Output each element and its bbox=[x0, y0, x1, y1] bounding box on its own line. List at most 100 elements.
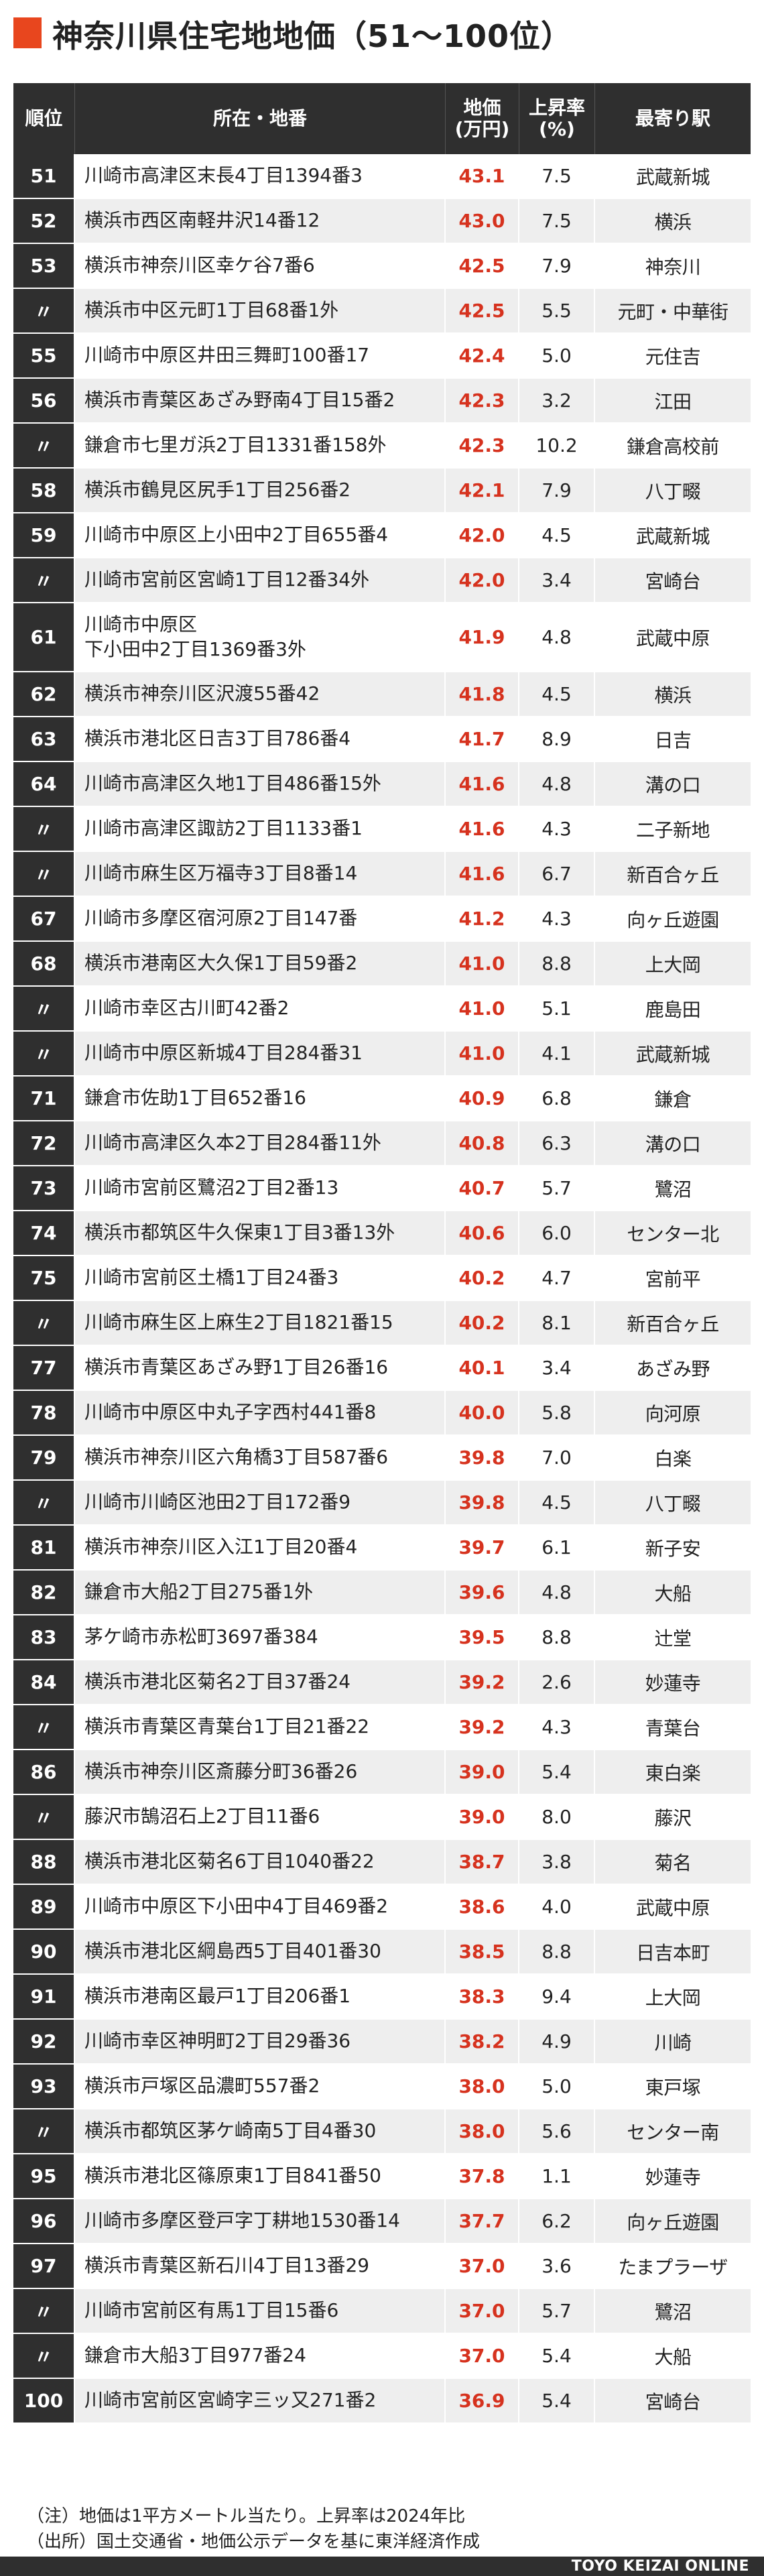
rank-cell: 55 bbox=[13, 334, 75, 377]
station-cell: 上大岡 bbox=[595, 942, 751, 985]
table-row: 58 横浜市鶴見区尻手1丁目256番2 42.1 7.9 八丁畷 bbox=[13, 469, 751, 513]
rank-cell: 74 bbox=[13, 1211, 75, 1255]
price-cell: 40.1 bbox=[446, 1346, 519, 1390]
price-cell: 42.5 bbox=[446, 289, 519, 332]
station-cell: たまプラーザ bbox=[595, 2244, 751, 2288]
rate-cell: 4.3 bbox=[519, 1705, 595, 1749]
table-row: 〃川崎市幸区古川町42番2 41.0 5.1 鹿島田 bbox=[13, 987, 751, 1032]
address-cell: 横浜市都筑区牛久保東1丁目3番13外 bbox=[75, 1211, 446, 1255]
table-body: 51 川崎市高津区末長4丁目1394番3 43.1 7.5 武蔵新城 52 横浜市西区南軽井… bbox=[13, 154, 751, 2424]
price-cell: 42.0 bbox=[446, 513, 519, 557]
note-unit: （注）地価は1平方メートル当たり。上昇率は2024年比 bbox=[27, 2506, 466, 2526]
address-cell: 川崎市川崎区池田2丁目172番9 bbox=[75, 1481, 446, 1524]
price-cell: 41.6 bbox=[446, 852, 519, 896]
rank-cell: 58 bbox=[13, 469, 75, 512]
rate-cell: 3.6 bbox=[519, 2244, 595, 2288]
address-cell: 鎌倉市七里ガ浜2丁目1331番158外 bbox=[75, 424, 446, 467]
table-row: 91 横浜市港南区最戸1丁目206番1 38.3 9.4 上大岡 bbox=[13, 1975, 751, 2020]
table-row: 92 川崎市幸区神明町2丁目29番36 38.2 4.9 川崎 bbox=[13, 2020, 751, 2065]
rate-cell: 6.1 bbox=[519, 1526, 595, 1569]
rank-cell: 81 bbox=[13, 1526, 75, 1569]
rank-cell: 84 bbox=[13, 1660, 75, 1704]
price-cell: 42.3 bbox=[446, 424, 519, 467]
rate-cell: 6.8 bbox=[519, 1077, 595, 1120]
address-cell: 川崎市麻生区万福寺3丁目8番14 bbox=[75, 852, 446, 896]
rate-cell: 2.6 bbox=[519, 1660, 595, 1704]
table-row: 64 川崎市高津区久地1丁目486番15外 41.6 4.8 溝の口 bbox=[13, 762, 751, 807]
rank-cell: 96 bbox=[13, 2199, 75, 2243]
rank-cell: 64 bbox=[13, 762, 75, 806]
address-cell: 横浜市青葉区あざみ野南4丁目15番2 bbox=[75, 379, 446, 422]
price-cell: 39.2 bbox=[446, 1705, 519, 1749]
table-row: 67 川崎市多摩区宿河原2丁目147番 41.2 4.3 向ヶ丘遊園 bbox=[13, 897, 751, 942]
rate-cell: 7.9 bbox=[519, 469, 595, 512]
rank-cell: 53 bbox=[13, 244, 75, 288]
station-cell: 鷺沼 bbox=[595, 1166, 751, 1210]
rate-cell: 4.8 bbox=[519, 1571, 595, 1614]
price-cell: 41.0 bbox=[446, 942, 519, 985]
price-cell: 40.7 bbox=[446, 1166, 519, 1210]
price-cell: 40.0 bbox=[446, 1391, 519, 1434]
rank-cell: 〃 bbox=[13, 1705, 75, 1749]
table-row: 93 横浜市戸塚区品濃町557番2 38.0 5.0 東戸塚 bbox=[13, 2065, 751, 2109]
address-cell: 横浜市港北区菊名6丁目1040番22 bbox=[75, 1840, 446, 1884]
price-cell: 40.2 bbox=[446, 1301, 519, 1345]
table-row: 75 川崎市宮前区土橋1丁目24番3 40.2 4.7 宮前平 bbox=[13, 1256, 751, 1301]
price-cell: 39.8 bbox=[446, 1436, 519, 1479]
rank-cell: 〃 bbox=[13, 1481, 75, 1524]
rank-cell: 82 bbox=[13, 1571, 75, 1614]
address-cell: 横浜市神奈川区入江1丁目20番4 bbox=[75, 1526, 446, 1569]
rank-cell: 52 bbox=[13, 199, 75, 243]
table-row: 〃藤沢市鵠沼石上2丁目11番6 39.0 8.0 藤沢 bbox=[13, 1795, 751, 1840]
table-row: 82 鎌倉市大船2丁目275番1外 39.6 4.8 大船 bbox=[13, 1571, 751, 1615]
station-cell: 横浜 bbox=[595, 672, 751, 716]
price-cell: 37.7 bbox=[446, 2199, 519, 2243]
station-cell: 武蔵新城 bbox=[595, 154, 751, 198]
station-cell: 八丁畷 bbox=[595, 1481, 751, 1524]
rank-cell: 〃 bbox=[13, 2334, 75, 2378]
address-cell: 横浜市港南区大久保1丁目59番2 bbox=[75, 942, 446, 985]
address-cell: 川崎市宮前区有馬1丁目15番6 bbox=[75, 2289, 446, 2333]
rank-cell: 89 bbox=[13, 1885, 75, 1928]
rank-cell: 95 bbox=[13, 2154, 75, 2198]
table-row: 〃川崎市川崎区池田2丁目172番9 39.8 4.5 八丁畷 bbox=[13, 1481, 751, 1526]
station-cell: 宮前平 bbox=[595, 1256, 751, 1300]
table-row: 〃横浜市青葉区青葉台1丁目21番22 39.2 4.3 青葉台 bbox=[13, 1705, 751, 1750]
header-address: 所在・地番 bbox=[75, 83, 446, 154]
address-cell: 川崎市高津区久本2丁目284番11外 bbox=[75, 1121, 446, 1165]
station-cell: 二子新地 bbox=[595, 807, 751, 851]
table-row: 〃横浜市中区元町1丁目68番1外 42.5 5.5 元町・中華街 bbox=[13, 289, 751, 334]
address-cell: 藤沢市鵠沼石上2丁目11番6 bbox=[75, 1795, 446, 1839]
title-bar: 神奈川県住宅地地価（51〜100位） bbox=[0, 0, 764, 74]
rate-cell: 5.7 bbox=[519, 1166, 595, 1210]
rank-cell: 92 bbox=[13, 2020, 75, 2063]
price-cell: 38.7 bbox=[446, 1840, 519, 1884]
rate-cell: 4.9 bbox=[519, 2020, 595, 2063]
rank-cell: 67 bbox=[13, 897, 75, 940]
rank-cell: 90 bbox=[13, 1930, 75, 1973]
address-cell: 川崎市多摩区登戸字丁耕地1530番14 bbox=[75, 2199, 446, 2243]
address-cell: 川崎市中原区井田三舞町100番17 bbox=[75, 334, 446, 377]
table-row: 59 川崎市中原区上小田中2丁目655番4 42.0 4.5 武蔵新城 bbox=[13, 513, 751, 558]
table-row: 97 横浜市青葉区新石川4丁目13番29 37.0 3.6 たまプラーザ bbox=[13, 2244, 751, 2289]
address-cell: 横浜市鶴見区尻手1丁目256番2 bbox=[75, 469, 446, 512]
price-cell: 38.2 bbox=[446, 2020, 519, 2063]
rank-cell: 97 bbox=[13, 2244, 75, 2288]
rank-cell: 51 bbox=[13, 154, 75, 198]
address-cell: 川崎市宮前区土橋1丁目24番3 bbox=[75, 1256, 446, 1300]
rank-cell: 59 bbox=[13, 513, 75, 557]
rate-cell: 8.1 bbox=[519, 1301, 595, 1345]
address-cell: 茅ケ崎市赤松町3697番384 bbox=[75, 1615, 446, 1659]
price-cell: 40.2 bbox=[446, 1256, 519, 1300]
price-cell: 37.0 bbox=[446, 2334, 519, 2378]
address-cell: 川崎市中原区新城4丁目284番31 bbox=[75, 1032, 446, 1075]
rate-cell: 9.4 bbox=[519, 1975, 595, 2018]
table-row: 〃横浜市都筑区茅ケ崎南5丁目4番30 38.0 5.6 センター南 bbox=[13, 2109, 751, 2154]
station-cell: 鹿島田 bbox=[595, 987, 751, 1030]
table-row: 96 川崎市多摩区登戸字丁耕地1530番14 37.7 6.2 向ヶ丘遊園 bbox=[13, 2199, 751, 2244]
header-price: 地価 (万円) bbox=[446, 83, 519, 154]
address-cell: 横浜市港北区日吉3丁目786番4 bbox=[75, 717, 446, 761]
price-cell: 43.1 bbox=[446, 154, 519, 198]
rate-cell: 3.4 bbox=[519, 1346, 595, 1390]
table-row: 81 横浜市神奈川区入江1丁目20番4 39.7 6.1 新子安 bbox=[13, 1526, 751, 1571]
